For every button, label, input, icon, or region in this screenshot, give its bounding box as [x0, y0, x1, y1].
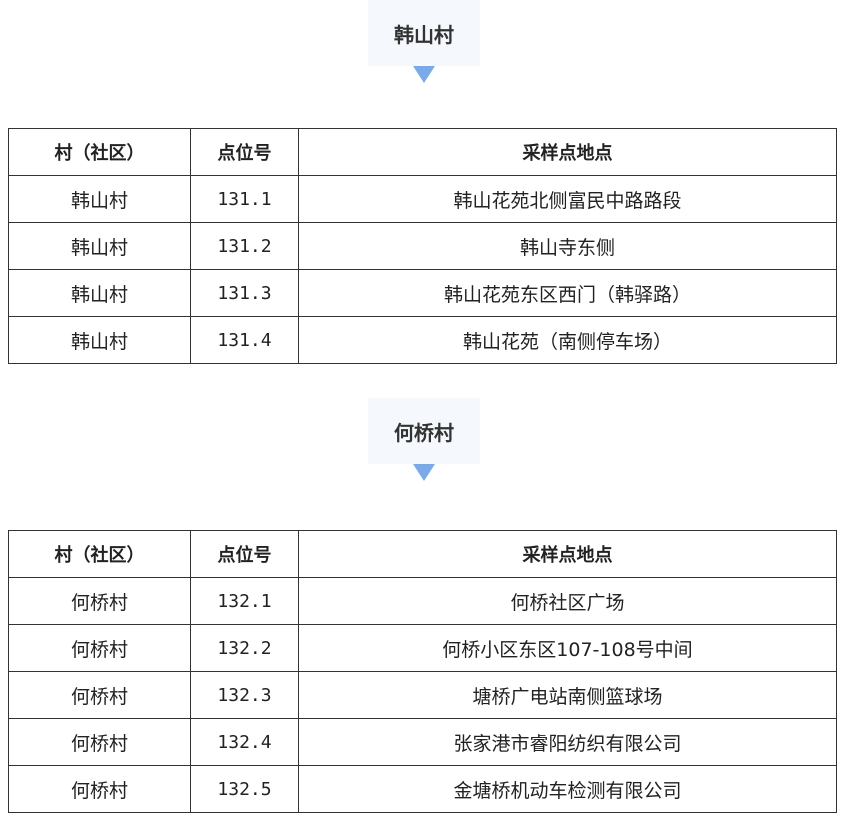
- point-number-cell: 132.5: [190, 765, 299, 813]
- location-cell: 塘桥广电站南侧篮球场: [298, 671, 837, 719]
- point-number-cell: 131.3: [190, 269, 299, 317]
- table-row: 韩山村 131.4 韩山花苑（南侧停车场）: [8, 316, 837, 364]
- point-number-cell: 132.4: [190, 718, 299, 766]
- village-cell: 何桥村: [8, 577, 191, 625]
- table-header-row: 村（社区） 点位号 采样点地点: [8, 128, 837, 176]
- point-number-cell: 132.2: [190, 624, 299, 672]
- location-cell: 韩山花苑北侧富民中路路段: [298, 175, 837, 223]
- point-number-cell: 132.3: [190, 671, 299, 719]
- triangle-down-icon: [413, 66, 435, 83]
- sampling-points-table: 村（社区） 点位号 采样点地点 韩山村 131.1 韩山花苑北侧富民中路路段 韩山村 131.…: [8, 128, 837, 364]
- column-header: 村（社区）: [8, 128, 191, 176]
- table-row: 何桥村 132.2 何桥小区东区107-108号中间: [8, 624, 837, 672]
- column-header: 点位号: [190, 530, 299, 578]
- table-row: 何桥村 132.3 塘桥广电站南侧篮球场: [8, 671, 837, 719]
- location-cell: 何桥社区广场: [298, 577, 837, 625]
- table-header-row: 村（社区） 点位号 采样点地点: [8, 530, 837, 578]
- location-cell: 金塘桥机动车检测有限公司: [298, 765, 837, 813]
- village-cell: 韩山村: [8, 269, 191, 317]
- village-cell: 何桥村: [8, 718, 191, 766]
- location-cell: 张家港市睿阳纺织有限公司: [298, 718, 837, 766]
- point-number-cell: 131.2: [190, 222, 299, 270]
- column-header: 采样点地点: [298, 530, 837, 578]
- column-header: 点位号: [190, 128, 299, 176]
- sampling-points-table: 村（社区） 点位号 采样点地点 何桥村 132.1 何桥社区广场 何桥村 132.2 何桥小区东…: [8, 530, 837, 813]
- location-cell: 韩山寺东侧: [298, 222, 837, 270]
- location-cell: 韩山花苑（南侧停车场）: [298, 316, 837, 364]
- village-cell: 何桥村: [8, 671, 191, 719]
- point-number-cell: 132.1: [190, 577, 299, 625]
- location-cell: 韩山花苑东区西门（韩驿路）: [298, 269, 837, 317]
- village-cell: 何桥村: [8, 765, 191, 813]
- table-row: 韩山村 131.1 韩山花苑北侧富民中路路段: [8, 175, 837, 223]
- column-header: 采样点地点: [298, 128, 837, 176]
- section-title: 何桥村: [368, 398, 480, 464]
- table-row: 何桥村 132.1 何桥社区广场: [8, 577, 837, 625]
- table-row: 韩山村 131.2 韩山寺东侧: [8, 222, 837, 270]
- column-header: 村（社区）: [8, 530, 191, 578]
- village-cell: 韩山村: [8, 175, 191, 223]
- table-row: 韩山村 131.3 韩山花苑东区西门（韩驿路）: [8, 269, 837, 317]
- village-cell: 韩山村: [8, 222, 191, 270]
- village-cell: 韩山村: [8, 316, 191, 364]
- section-title: 韩山村: [368, 0, 480, 66]
- triangle-down-icon: [413, 464, 435, 481]
- village-cell: 何桥村: [8, 624, 191, 672]
- location-cell: 何桥小区东区107-108号中间: [298, 624, 837, 672]
- point-number-cell: 131.1: [190, 175, 299, 223]
- table-row: 何桥村 132.5 金塘桥机动车检测有限公司: [8, 765, 837, 813]
- point-number-cell: 131.4: [190, 316, 299, 364]
- table-row: 何桥村 132.4 张家港市睿阳纺织有限公司: [8, 718, 837, 766]
